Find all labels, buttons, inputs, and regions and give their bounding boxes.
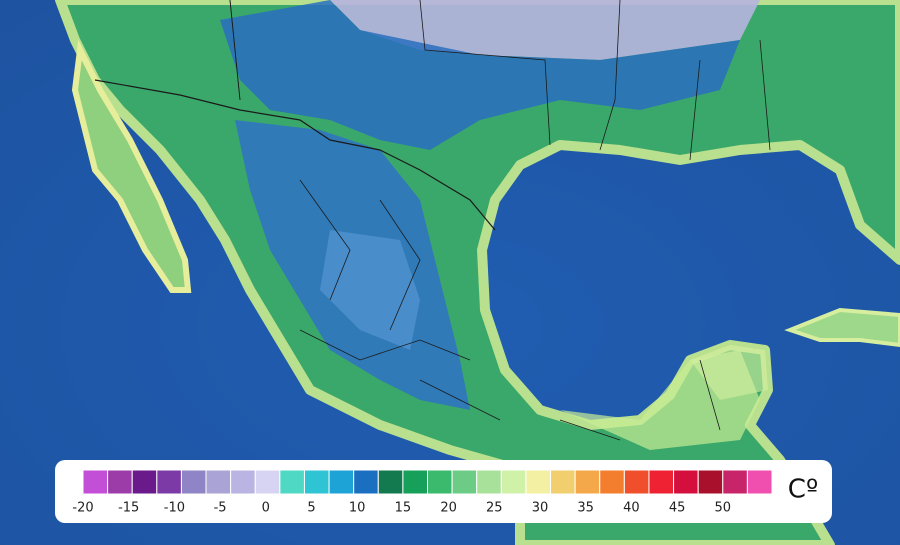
legend-swatch <box>180 469 207 495</box>
state-borders <box>229 0 771 441</box>
legend-tick-label: 5 <box>307 501 315 516</box>
legend-swatch <box>377 469 404 495</box>
plateau-core <box>320 230 420 350</box>
cool-plains <box>220 0 740 150</box>
cold-north <box>330 0 760 60</box>
legend-swatch <box>328 469 355 495</box>
legend-swatch <box>402 469 428 495</box>
legend-tick-label: 40 <box>623 501 640 516</box>
legend-swatch <box>279 469 305 495</box>
legend-swatch <box>427 469 453 495</box>
legend-swatch <box>648 469 675 495</box>
legend-tick-label: 25 <box>486 501 503 516</box>
legend-swatch <box>599 469 625 495</box>
legend-swatch <box>254 469 281 495</box>
legend-unit: Cº <box>788 475 818 505</box>
legend-tick-label: -20 <box>72 501 93 516</box>
legend-tick-label: 15 <box>395 501 412 516</box>
legend-tick-label: 20 <box>440 501 457 516</box>
legend-swatches <box>82 469 773 495</box>
legend-ticks: -20 -15 -10 -5 0 5 10 15 20 25 30 35 40 45 50 <box>72 501 731 516</box>
legend-swatch <box>156 469 182 495</box>
legend-tick-label: 10 <box>349 501 366 516</box>
legend-swatch <box>205 469 232 495</box>
legend-tick-label: 0 <box>262 501 270 516</box>
legend-tick-label: -15 <box>118 501 139 516</box>
legend-tick-label: 45 <box>669 501 686 516</box>
border-us-mexico <box>94 79 496 231</box>
legend-tick-label: 50 <box>715 501 732 516</box>
legend-swatch <box>525 469 552 495</box>
legend-tick-label: -5 <box>214 501 227 516</box>
legend-swatch <box>353 469 379 495</box>
baja-california <box>71 39 192 293</box>
legend-swatch <box>131 469 158 495</box>
warm-yucatan <box>690 345 768 400</box>
legend-swatch <box>500 469 527 495</box>
legend-swatch <box>451 469 478 495</box>
legend-swatch <box>574 469 601 495</box>
cuba <box>784 307 900 348</box>
legend-swatch <box>623 469 650 495</box>
legend-swatch <box>82 469 109 495</box>
legend-swatch <box>230 469 256 495</box>
legend-tick-label: 35 <box>577 501 594 516</box>
legend-swatch <box>107 469 133 495</box>
legend-swatch <box>746 469 773 495</box>
legend-swatch <box>550 469 576 495</box>
legend-tick-label: -10 <box>164 501 185 516</box>
legend-swatch <box>673 469 699 495</box>
legend-swatch <box>697 469 724 495</box>
legend-swatch <box>722 469 748 495</box>
legend-swatch <box>476 469 502 495</box>
legend-swatch <box>303 469 330 495</box>
legend: -20 -15 -10 -5 0 5 10 15 20 25 30 35 40 45 50 Cº <box>55 460 832 523</box>
legend-tick-label: 30 <box>532 501 549 516</box>
